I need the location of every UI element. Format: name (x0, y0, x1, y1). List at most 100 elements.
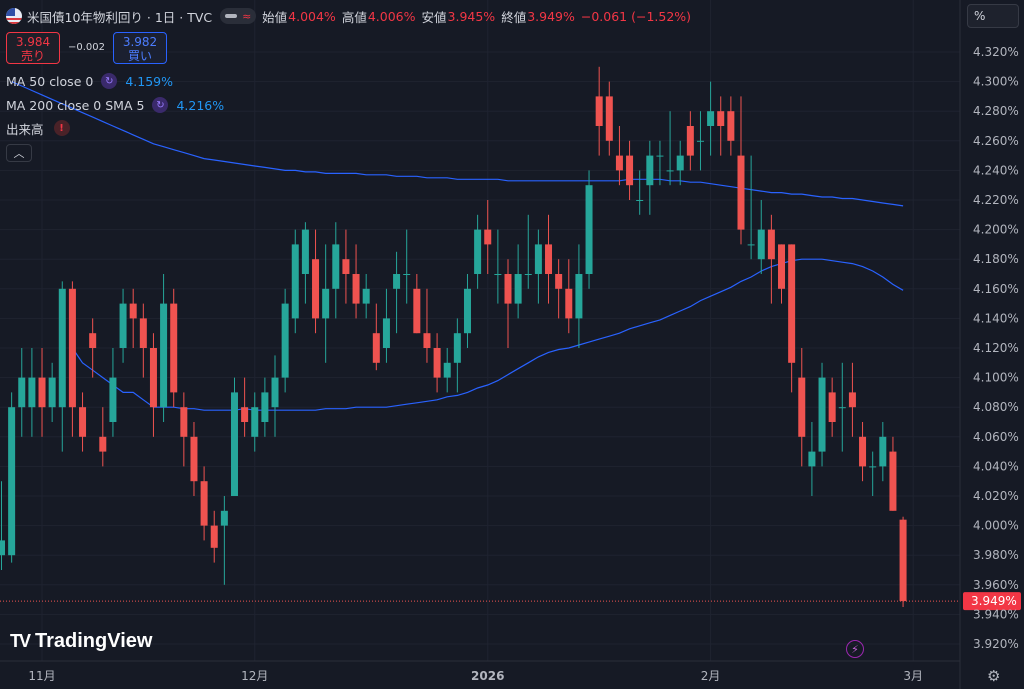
candle-down[interactable] (312, 229, 320, 334)
candle-down[interactable] (686, 111, 694, 171)
candle-down[interactable] (423, 288, 431, 363)
candle-down[interactable] (626, 140, 634, 200)
candle-up[interactable] (707, 81, 715, 156)
candle-down[interactable] (352, 244, 360, 319)
candle-down[interactable] (79, 392, 87, 452)
candle-up[interactable] (160, 274, 168, 422)
candle-up[interactable] (879, 422, 887, 482)
lightning-icon[interactable]: ⚡ (846, 640, 864, 658)
candle-down[interactable] (545, 214, 553, 304)
candle-up[interactable] (58, 281, 66, 452)
buy-button[interactable]: 3.982 買い (113, 32, 167, 64)
tradingview-logo[interactable]: TV TradingView (10, 629, 152, 653)
candle-up[interactable] (271, 355, 279, 437)
candle-up[interactable] (838, 362, 846, 452)
candle-down[interactable] (615, 126, 623, 186)
candle-down[interactable] (737, 96, 745, 245)
candle-down[interactable] (200, 466, 208, 541)
candle-up[interactable] (403, 229, 411, 304)
candle-up[interactable] (666, 111, 674, 186)
candle-up[interactable] (0, 481, 5, 570)
candle-down[interactable] (38, 348, 46, 437)
candle-down[interactable] (595, 66, 603, 156)
candle-down[interactable] (899, 516, 907, 607)
candle-down[interactable] (149, 333, 157, 437)
candle-down[interactable] (828, 377, 836, 437)
candle-up[interactable] (8, 392, 16, 563)
candle-up[interactable] (18, 348, 26, 437)
candle-down[interactable] (413, 274, 421, 334)
candle-down[interactable] (129, 288, 137, 348)
candle-down[interactable] (788, 244, 796, 393)
candle-up[interactable] (261, 377, 269, 437)
candle-up[interactable] (453, 318, 461, 393)
candle-up[interactable] (463, 274, 471, 348)
candle-down[interactable] (778, 244, 786, 304)
candle-up[interactable] (230, 377, 238, 496)
candle-up[interactable] (585, 170, 593, 289)
candle-up[interactable] (220, 496, 228, 585)
candle-down[interactable] (565, 259, 573, 334)
candle-up[interactable] (119, 288, 127, 363)
candle-up[interactable] (393, 251, 401, 334)
candle-down[interactable] (180, 392, 188, 467)
candle-up[interactable] (494, 229, 502, 304)
candle-down[interactable] (170, 288, 178, 408)
candle-up[interactable] (514, 244, 522, 319)
candle-down[interactable] (89, 318, 97, 378)
price-axis[interactable]: 4.320% 4.300% 4.280% 4.260% 4.240% 4.220% 4.20… (959, 0, 1019, 689)
candle-up[interactable] (636, 170, 644, 215)
candle-down[interactable] (504, 259, 512, 348)
indicator-ma200[interactable]: MA 200 close 0 SMA 5 ↻ 4.216% (6, 96, 224, 114)
candle-up[interactable] (322, 244, 330, 363)
time-axis[interactable]: 11月 12月 2026 2月 3月 (0, 660, 960, 683)
candle-up[interactable] (332, 222, 340, 319)
candle-up[interactable] (251, 392, 259, 452)
candle-down[interactable] (889, 436, 897, 511)
candle-up[interactable] (575, 244, 583, 348)
candle-up[interactable] (524, 214, 532, 289)
candle-up[interactable] (696, 111, 704, 171)
candle-up[interactable] (869, 451, 877, 496)
price-scale-unit[interactable]: % (967, 4, 1019, 28)
candle-down[interactable] (848, 362, 856, 437)
candle-up[interactable] (818, 362, 826, 467)
candle-up[interactable] (382, 288, 390, 363)
candle-down[interactable] (190, 422, 198, 496)
candle-up[interactable] (808, 422, 816, 496)
candle-down[interactable] (727, 96, 735, 156)
indicator-ma50[interactable]: MA 50 close 0 ↻ 4.159% (6, 72, 173, 90)
gear-icon[interactable]: ⚙ (987, 667, 1001, 685)
candle-up[interactable] (443, 348, 451, 393)
candle-up[interactable] (281, 288, 289, 393)
warning-icon[interactable]: ! (53, 120, 70, 136)
candle-up[interactable] (291, 229, 299, 334)
candle-down[interactable] (433, 333, 441, 393)
candle-up[interactable] (656, 140, 664, 186)
candle-up[interactable] (28, 348, 36, 437)
chart-mode-toggle[interactable]: ≈ (220, 8, 257, 24)
candle-up[interactable] (676, 140, 684, 186)
candle-down[interactable] (717, 96, 725, 156)
candle-down[interactable] (139, 303, 147, 378)
candle-up[interactable] (474, 214, 482, 289)
candle-down[interactable] (767, 214, 775, 304)
candle-down[interactable] (342, 229, 350, 304)
sell-button[interactable]: 3.984 売り (6, 32, 60, 64)
candle-down[interactable] (859, 422, 867, 482)
indicator-volume[interactable]: 出来高 ! (6, 119, 70, 137)
candle-down[interactable] (605, 81, 613, 156)
candlestick-series[interactable] (0, 66, 907, 607)
candle-down[interactable] (99, 407, 107, 467)
candle-down[interactable] (484, 200, 492, 274)
candle-up[interactable] (757, 200, 765, 274)
candle-down[interactable] (210, 510, 218, 563)
candle-up[interactable] (301, 222, 309, 304)
candle-down[interactable] (68, 281, 76, 437)
candle-down[interactable] (798, 348, 806, 467)
candle-up[interactable] (747, 155, 755, 260)
candle-up[interactable] (109, 348, 117, 437)
collapse-legend-button[interactable]: ︿ (6, 144, 32, 162)
candle-down[interactable] (555, 259, 563, 319)
